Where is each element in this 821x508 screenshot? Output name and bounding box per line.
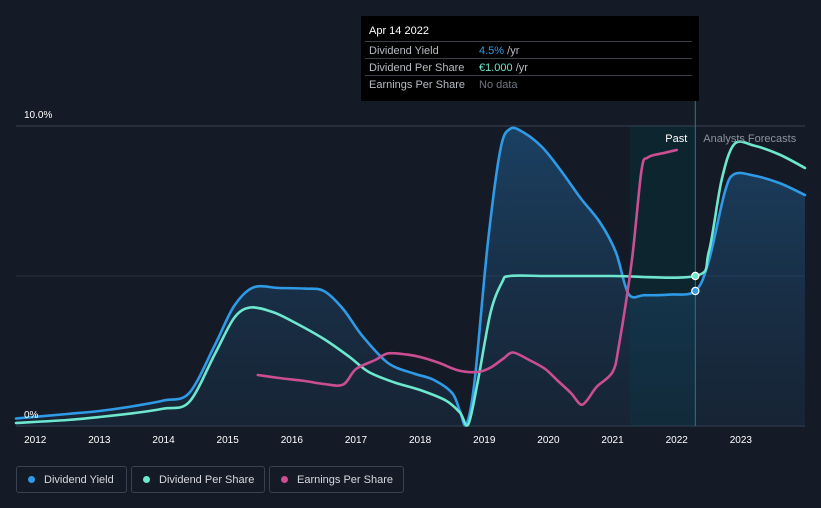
tooltip-label: Dividend Yield [369,45,439,57]
tooltip-date: Apr 14 2022 [369,25,429,37]
x-tick-label: 2023 [730,435,753,446]
x-tick-label: 2021 [601,435,624,446]
x-tick-label: 2022 [666,435,689,446]
earnings-per-share-line [256,148,678,406]
x-tick-label: 2016 [281,435,304,446]
legend-item-earnings-per-share[interactable]: Earnings Per Share [269,466,404,493]
tooltip-value: No data [479,79,518,91]
tooltip-label: Earnings Per Share [369,79,465,91]
x-tick-label: 2012 [24,435,47,446]
x-tick-label: 2015 [217,435,240,446]
legend-item-dividend-yield[interactable]: Dividend Yield [16,466,127,493]
legend-dot [143,476,150,483]
x-tick-label: 2020 [537,435,560,446]
y-tick-label-bottom: 0% [24,410,39,421]
legend-dot [28,476,35,483]
y-tick-label-top: 10.0% [24,110,52,121]
x-tick-label: 2017 [345,435,368,446]
forecast-label: Analysts Forecasts [703,133,796,145]
x-tick-label: 2019 [473,435,496,446]
dividend-yield-line [14,126,807,427]
dividend-per-share-line [14,140,807,427]
dividend-yield-marker-dot [691,286,700,296]
tooltip-value-number: No data [479,79,518,91]
past-label: Past [665,133,687,145]
tooltip-value: €1.000 /yr [479,62,528,74]
dividend-yield-area [16,127,805,426]
legend-label: Dividend Per Share [159,473,255,486]
tooltip-row-dividend-yield: Dividend Yield 4.5% /yr [365,41,692,59]
legend-dot [281,476,288,483]
tooltip-row-earnings-per-share: Earnings Per Share No data [365,75,692,93]
tooltip-label: Dividend Per Share [369,62,465,74]
legend-label: Dividend Yield [44,473,114,486]
tooltip-unit: /yr [512,62,528,74]
x-tick-label: 2018 [409,435,432,446]
x-tick-label: 2013 [88,435,111,446]
tooltip-row-dividend-per-share: Dividend Per Share €1.000 /yr [365,58,692,76]
dividend-per-share-marker-dot [691,271,700,281]
legend-item-dividend-per-share[interactable]: Dividend Per Share [131,466,265,493]
tooltip: Apr 14 2022 Dividend Yield 4.5% /yr Divi… [361,16,699,101]
x-tick-label: 2014 [152,435,175,446]
tooltip-value-number: 4.5% [479,45,505,57]
legend-label: Earnings Per Share [297,473,393,486]
tooltip-unit: /yr [504,45,520,57]
tooltip-value-number: €1.000 [479,62,513,74]
tooltip-value: 4.5% /yr [479,45,519,57]
